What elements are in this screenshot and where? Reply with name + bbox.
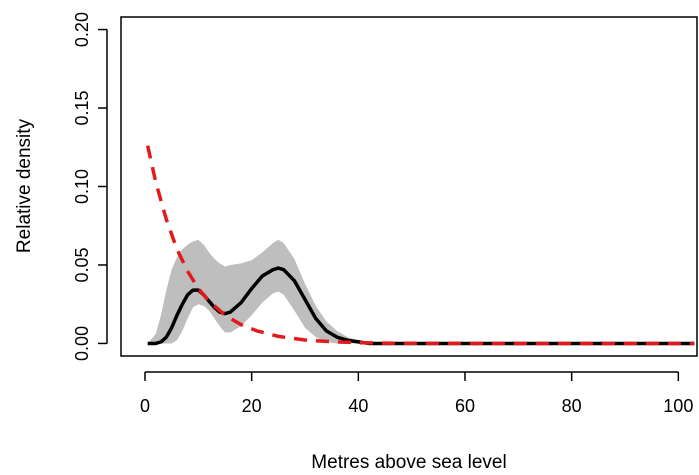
y-axis: 0.00 0.05 0.10 0.15 0.20 — [72, 12, 108, 361]
plot-content — [145, 145, 695, 346]
x-tick-label: 100 — [663, 396, 693, 416]
x-tick-label: 0 — [140, 396, 150, 416]
y-axis-title: Relative density — [14, 118, 35, 253]
x-axis-title: Metres above sea level — [311, 452, 506, 473]
confidence-band — [147, 239, 695, 344]
x-tick-label: 80 — [562, 396, 582, 416]
plot-frame — [120, 16, 698, 357]
x-axis: 0 20 40 60 80 100 — [140, 371, 693, 416]
y-tick-label: 0.20 — [72, 12, 92, 47]
y-tick-label: 0.10 — [72, 169, 92, 204]
y-tick-label: 0.05 — [72, 247, 92, 282]
x-tick-label: 60 — [455, 396, 475, 416]
x-tick-label: 40 — [348, 396, 368, 416]
y-tick-label: 0.00 — [72, 326, 92, 361]
x-tick-label: 20 — [242, 396, 262, 416]
y-tick-label: 0.15 — [72, 91, 92, 126]
dashed-series-line — [145, 145, 695, 346]
